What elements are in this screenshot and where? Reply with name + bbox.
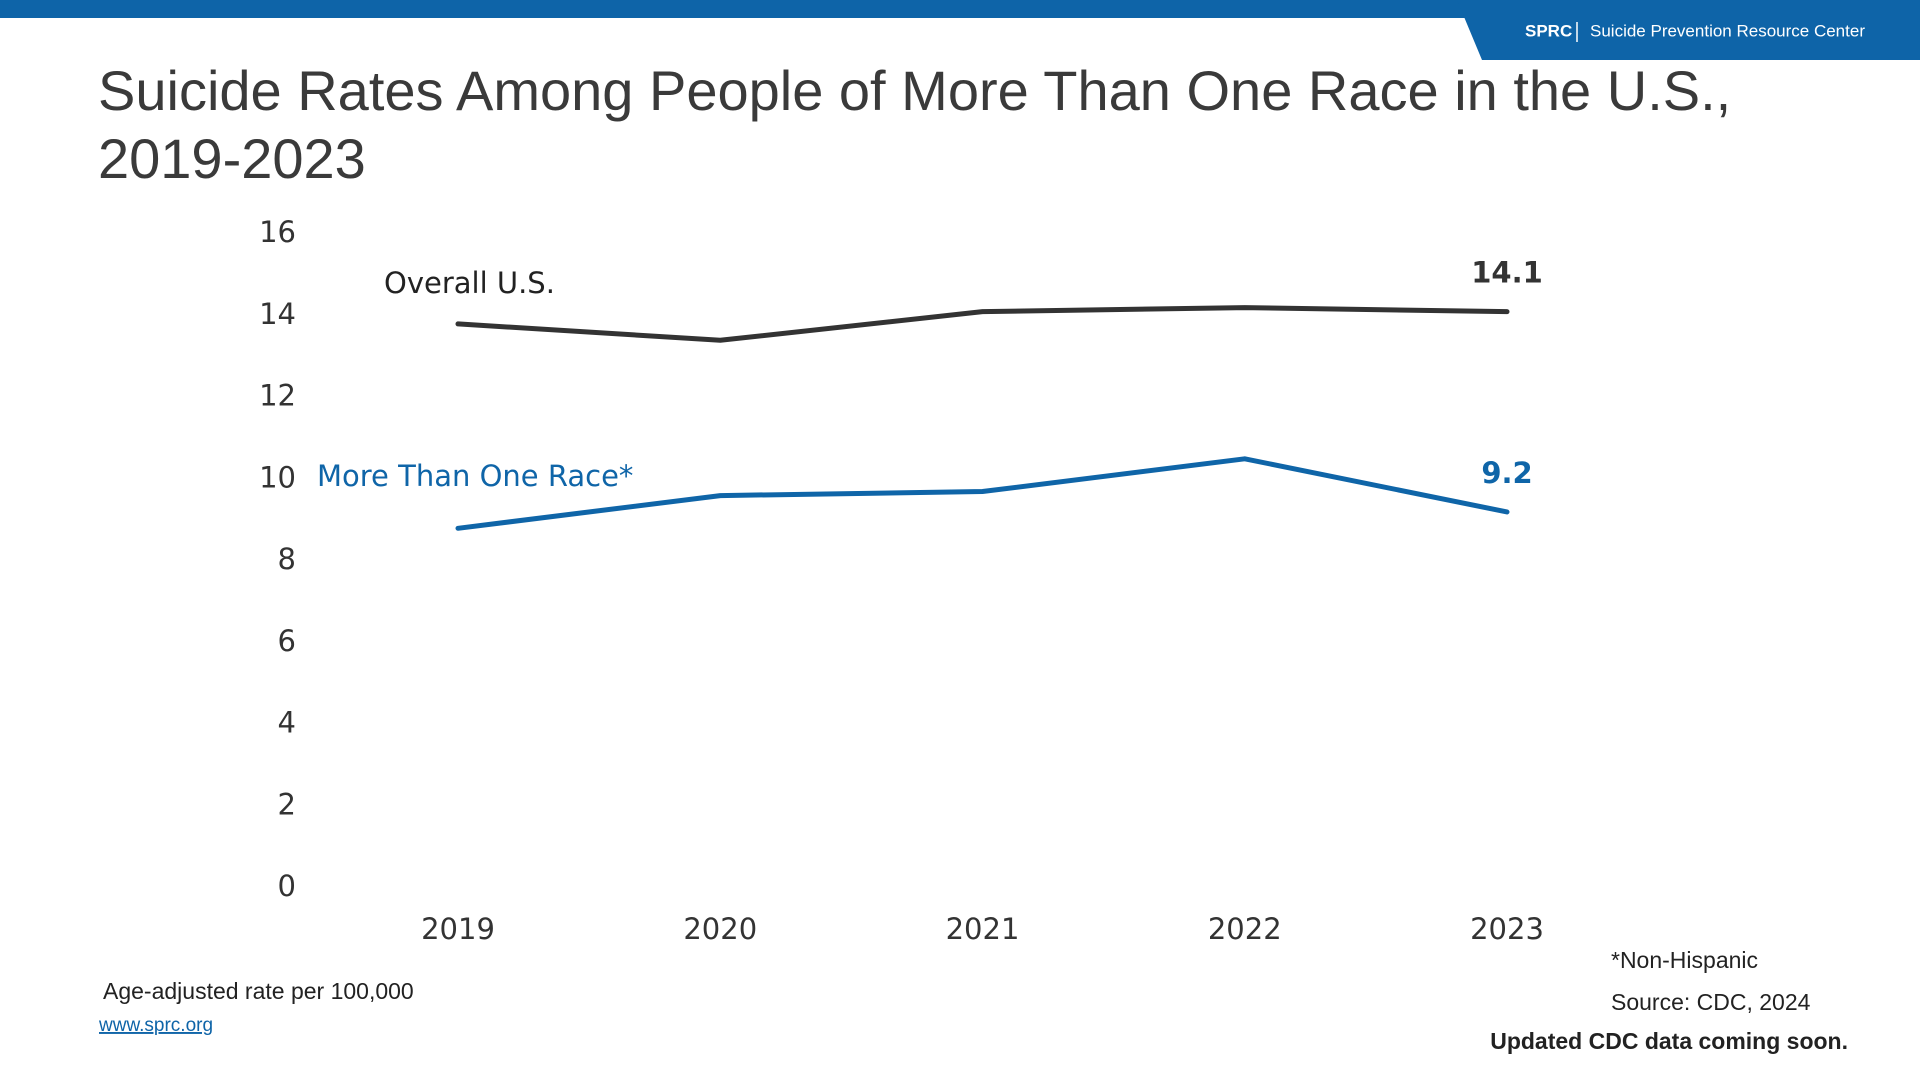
y-tick-label: 12: [259, 379, 296, 413]
x-tick-label: 2022: [1208, 912, 1282, 946]
brand: SPRC: [1525, 21, 1572, 40]
y-tick-label: 0: [278, 869, 296, 903]
y-tick-label: 4: [278, 706, 296, 740]
header-tab: [1457, 0, 1920, 60]
units-note: Age-adjusted rate per 100,000: [103, 978, 414, 1004]
org-name: Suicide Prevention Resource Center: [1590, 21, 1865, 40]
series-line: [455, 456, 1510, 531]
series-label: More Than One Race*: [317, 459, 633, 493]
y-tick-label: 10: [259, 460, 296, 494]
y-tick-label: 16: [259, 215, 296, 249]
data-label: 9.2: [1481, 456, 1532, 490]
update-note: Updated CDC data coming soon.: [1490, 1028, 1848, 1054]
series-line: [455, 305, 1510, 343]
website-link[interactable]: www.sprc.org: [98, 1015, 213, 1036]
y-tick-label: 14: [259, 297, 296, 331]
y-tick-label: 2: [278, 787, 296, 821]
series-label: Overall U.S.: [384, 266, 555, 300]
y-tick-label: 6: [278, 624, 296, 658]
y-tick-label: 8: [278, 542, 296, 576]
x-tick-label: 2021: [946, 912, 1020, 946]
x-tick-label: 2023: [1470, 912, 1544, 946]
x-tick-label: 2019: [421, 912, 495, 946]
footnote: *Non-Hispanic: [1611, 947, 1758, 973]
chart-title: Suicide Rates Among People of More Than …: [98, 59, 1731, 190]
source: Source: CDC, 2024: [1611, 989, 1811, 1015]
data-label: 14.1: [1471, 256, 1543, 290]
top-bar: [0, 0, 1920, 18]
x-tick-label: 2020: [683, 912, 757, 946]
